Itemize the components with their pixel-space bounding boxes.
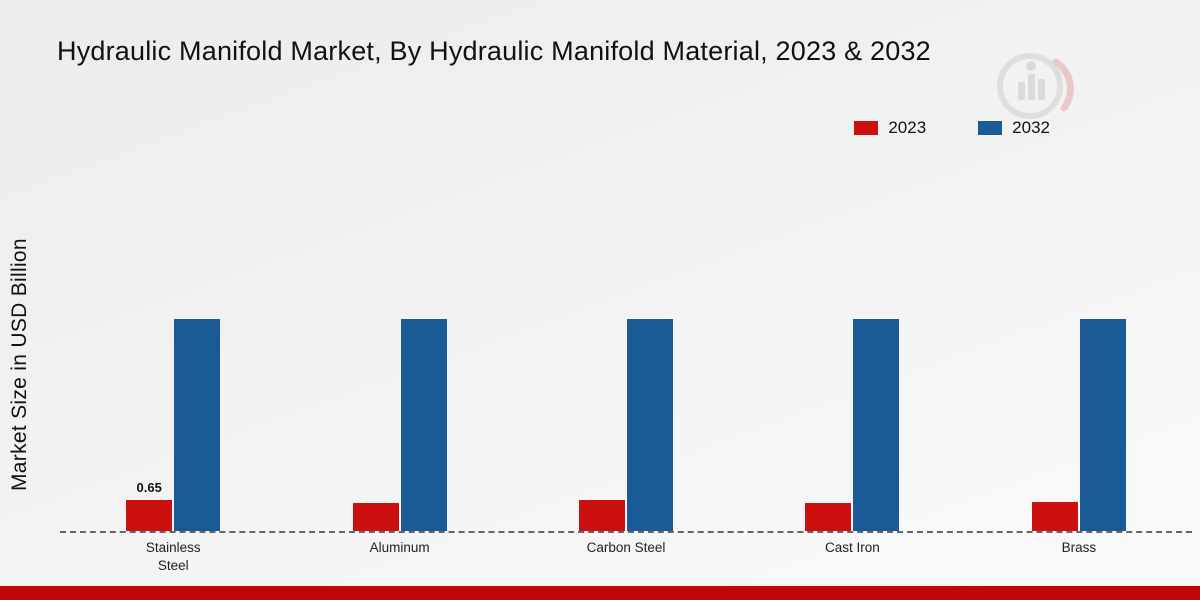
legend-swatch-2023 <box>854 121 879 135</box>
bar-group <box>513 290 739 531</box>
bar-group <box>966 290 1192 531</box>
x-axis-labels: Stainless Steel Aluminum Carbon Steel Cast … <box>60 539 1192 575</box>
brand-logo <box>997 53 1074 119</box>
bar-group: 0.65 <box>60 290 286 531</box>
category-label: Stainless Steel <box>145 540 201 574</box>
bar-2023 <box>579 500 626 531</box>
y-axis-label: Market Size in USD Billion <box>8 238 31 492</box>
legend-item-2032: 2032 <box>978 118 1050 138</box>
plot-area: 0.65 <box>60 290 1192 533</box>
data-label: 0.65 <box>136 480 162 495</box>
bar-2032 <box>1079 319 1126 531</box>
legend-label-2032: 2032 <box>1012 118 1050 137</box>
bar-2023 <box>352 503 399 531</box>
bar-2032 <box>853 319 900 531</box>
bar-2032 <box>174 319 221 531</box>
bar-2023: 0.65 <box>126 480 173 531</box>
bar-2032 <box>400 319 447 531</box>
bar-2023 <box>805 503 852 531</box>
bar-2032 <box>627 319 674 531</box>
category-label: Cast Iron <box>825 540 880 555</box>
legend-item-2023: 2023 <box>854 118 926 138</box>
bar-2023 <box>1031 502 1078 531</box>
category-label: Aluminum <box>369 540 430 555</box>
chart-title: Hydraulic Manifold Market, By Hydraulic … <box>57 36 931 66</box>
category-label: Brass <box>1061 540 1097 555</box>
footer-accent-bar <box>0 586 1200 600</box>
legend-label-2023: 2023 <box>888 118 927 137</box>
bar-group <box>739 290 965 531</box>
legend: 2023 2032 <box>854 118 1050 138</box>
category-label: Carbon Steel <box>586 540 666 555</box>
bar-group <box>286 290 512 531</box>
legend-swatch-2032 <box>978 121 1003 135</box>
